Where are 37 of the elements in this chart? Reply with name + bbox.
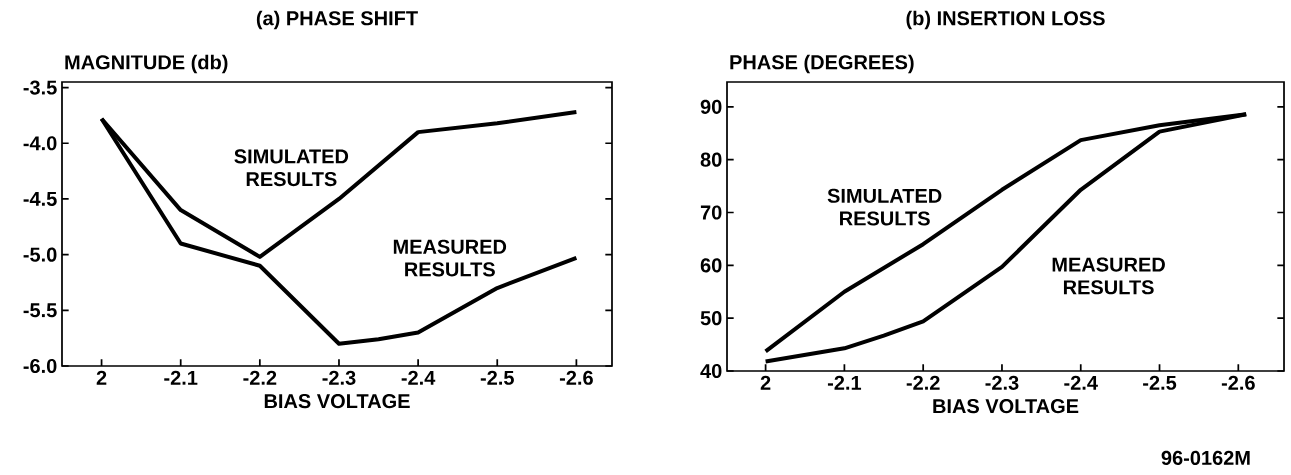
- y-axis-title: MAGNITUDE (db): [65, 54, 228, 74]
- x-tick-label: -2.2: [906, 375, 940, 390]
- x-tick-label: -2.6: [1221, 375, 1255, 390]
- x-tick-label: -2.1: [827, 375, 862, 390]
- x-tick-label: 2: [760, 375, 771, 390]
- annotation: SIMULATED RESULTS: [827, 188, 942, 226]
- annotation: SIMULATED RESULTS: [234, 149, 349, 187]
- x-axis-title: BIAS VOLTAGE: [933, 399, 1079, 414]
- y-tick-label: 40: [700, 363, 722, 379]
- annotation: MEASURED RESULTS: [1052, 257, 1165, 295]
- x-tick-label: -2.5: [480, 370, 514, 385]
- y-tick-label: -3.5: [23, 80, 57, 95]
- y-tick-label: 50: [700, 311, 722, 326]
- y-tick-label: 90: [700, 99, 722, 114]
- y-tick-label: -4.0: [23, 136, 57, 151]
- x-tick-label: -2.3: [985, 375, 1019, 390]
- x-tick-label: -2.3: [322, 370, 356, 385]
- y-tick-label: -5.5: [23, 303, 57, 318]
- annotation: MEASURED RESULTS: [393, 239, 507, 277]
- y-tick-label: 60: [700, 258, 722, 273]
- x-tick-label: -2.4: [1064, 375, 1098, 390]
- y-axis-title: PHASE (DEGREES): [730, 54, 914, 74]
- y-tick-label: 80: [700, 152, 722, 167]
- y-tick-label: -5.0: [23, 247, 57, 262]
- x-tick-label: -2.4: [401, 370, 436, 385]
- x-tick-label: 2: [96, 370, 107, 385]
- chart-title: (a) PHASE SHIFT: [256, 10, 418, 30]
- y-tick-label: 70: [700, 205, 722, 220]
- x-tick-label: -2.5: [1143, 375, 1177, 390]
- x-axis-title: BIAS VOLTAGE: [264, 394, 410, 409]
- x-tick-label: -2.1: [164, 370, 198, 385]
- x-tick-label: -2.2: [243, 370, 277, 385]
- y-tick-label: -4.5: [23, 191, 57, 206]
- chart-title: (b) INSERTION LOSS: [906, 10, 1105, 30]
- text: 96-0162M: [1161, 450, 1250, 465]
- x-tick-label: -2.6: [559, 370, 593, 385]
- y-tick-label: -6.0: [23, 358, 57, 374]
